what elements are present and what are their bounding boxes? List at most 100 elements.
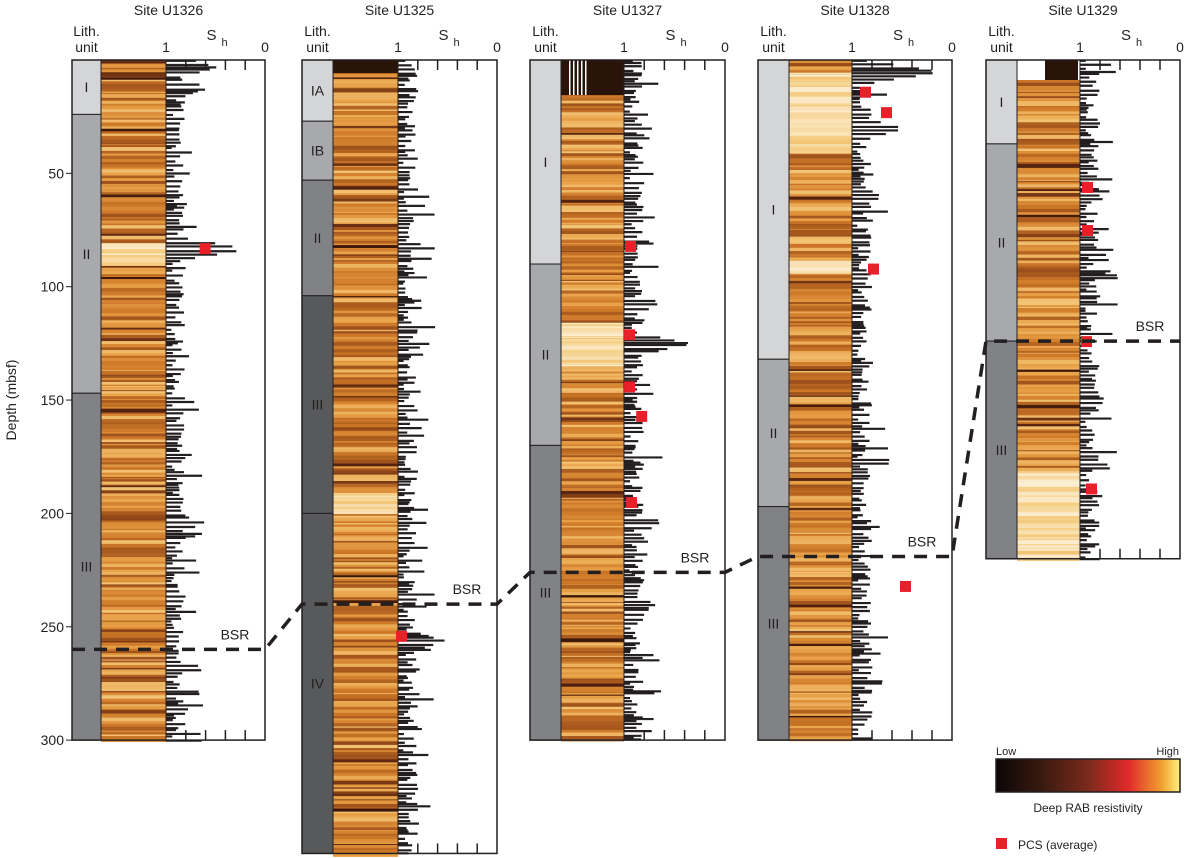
resistivity-band [333,567,398,570]
resistivity-band [789,622,852,626]
resistivity-band [1017,127,1080,129]
resistivity-band [1017,383,1080,386]
sh-axis-left-label: 1 [848,39,856,55]
resistivity-band [1017,234,1080,238]
resistivity-band [101,385,166,388]
resistivity-band [101,276,166,280]
resistivity-band [789,692,852,695]
lith-unit-label: III [81,559,93,575]
resistivity-band [561,541,624,546]
resistivity-band [101,582,166,585]
resistivity-band [333,483,398,488]
resistivity-band [1017,534,1080,538]
resistivity-band [101,686,166,690]
resistivity-band [561,199,624,204]
resistivity-band [333,345,398,350]
resistivity-band [1017,415,1080,419]
resistivity-band [101,164,166,169]
resistivity-band [1017,164,1080,169]
resistivity-band [789,295,852,300]
resistivity-band [333,663,398,668]
resistivity-band [789,713,852,717]
resistivity-band [101,572,166,576]
resistivity-band [789,394,852,397]
sh-axis-right-label: 0 [261,39,269,55]
resistivity-band [561,691,624,694]
resistivity-band [101,419,166,424]
resistivity-band [101,384,166,387]
resistivity-band [561,129,624,134]
resistivity-band [789,595,852,597]
resistivity-band [789,625,852,628]
resistivity-band [333,495,398,498]
resistivity-band [561,281,624,283]
resistivity-band [1017,554,1080,559]
resistivity-band [789,613,852,616]
resistivity-band [101,404,166,408]
resistivity-band [1017,293,1080,297]
resistivity-band [561,538,624,543]
resistivity-band [101,194,166,198]
resistivity-band [1017,90,1080,93]
resistivity-band [789,678,852,683]
resistivity-band [789,355,852,360]
site-title: Site U1329 [1048,2,1117,18]
resistivity-band [333,666,398,670]
resistivity-band [789,301,852,304]
resistivity-band [1017,305,1080,308]
resistivity-band [101,493,166,497]
resistivity-band [561,694,624,697]
colorbar-high-label: High [1156,746,1179,758]
resistivity-band [101,232,166,235]
resistivity-band [789,715,852,718]
resistivity-band [789,202,852,205]
resistivity-band [1017,182,1080,185]
resistivity-band [789,359,852,363]
bsr-label: BSR [453,581,482,597]
resistivity-band [333,284,398,286]
sh-axis-label-sub: h [1136,37,1142,49]
resistivity-band [789,347,852,352]
lith-header: unit [990,39,1013,55]
resistivity-band [333,800,398,805]
resistivity-band [561,364,624,367]
resistivity-band [101,300,166,304]
resistivity-band [333,310,398,314]
resistivity-band [333,297,398,300]
resistivity-band [101,467,166,471]
resistivity-band [333,830,398,832]
resistivity-band [333,263,398,269]
lith-unit-label: III [540,585,552,601]
resistivity-band [101,660,166,663]
resistivity-band [101,423,166,428]
resistivity-band [101,370,166,376]
lith-unit-label: IV [311,675,325,691]
resistivity-band [333,193,398,196]
resistivity-band [333,504,398,508]
resistivity-band [101,543,166,545]
resistivity-band [333,251,398,255]
resistivity-band [789,736,852,742]
resistivity-band [101,249,166,253]
resistivity-band [561,224,624,226]
resistivity-band [333,489,398,494]
sh-axis-label: S [1121,27,1131,44]
resistivity-band [561,494,624,499]
resistivity-band [561,143,624,146]
resistivity-band [333,577,398,580]
resistivity-band [333,748,398,751]
resistivity-band [101,433,166,437]
resistivity-band [333,239,398,242]
resistivity-band [789,398,852,401]
resistivity-band [333,259,398,263]
resistivity-band [789,608,852,610]
resistivity-band [789,168,852,171]
resistivity-band [101,213,166,218]
resistivity-band [1017,177,1080,181]
resistivity-band [101,584,166,587]
resistivity-band [561,533,624,537]
resistivity-band [101,436,166,441]
resistivity-band [101,585,166,589]
resistivity-band [1017,392,1080,395]
resistivity-band [561,205,624,210]
